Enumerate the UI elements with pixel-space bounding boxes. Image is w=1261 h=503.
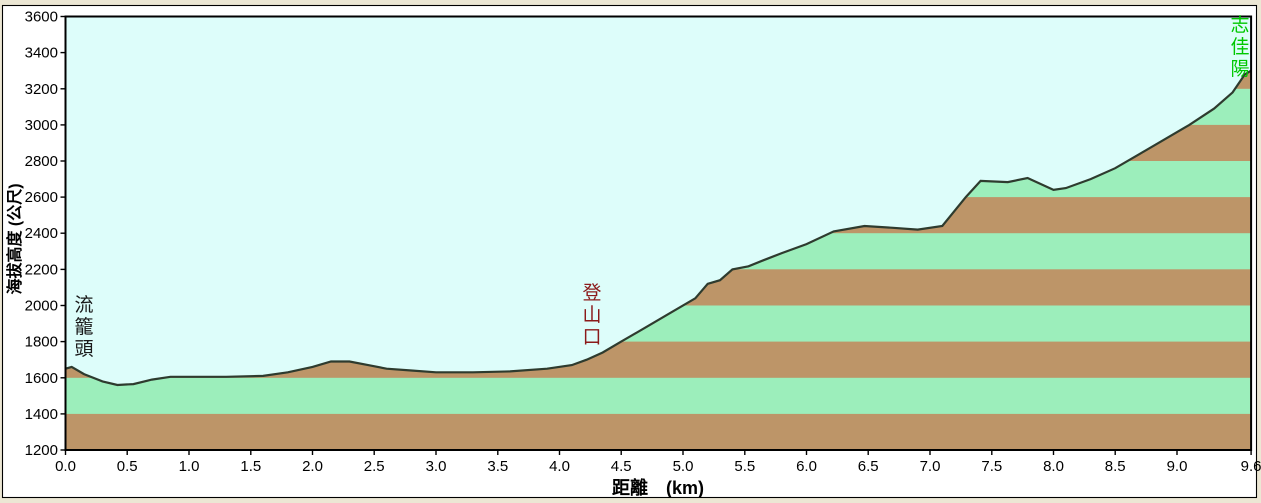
svg-text:志: 志 <box>1230 14 1249 36</box>
svg-text:1800: 1800 <box>25 334 58 351</box>
svg-text:6.0: 6.0 <box>796 458 817 475</box>
svg-text:流: 流 <box>74 294 93 316</box>
svg-text:2.0: 2.0 <box>302 458 323 475</box>
svg-text:0.0: 0.0 <box>55 458 76 475</box>
svg-text:2800: 2800 <box>25 153 58 170</box>
svg-text:佳: 佳 <box>1230 36 1249 58</box>
svg-text:海拔高度 (公尺): 海拔高度 (公尺) <box>5 183 24 294</box>
svg-text:1.0: 1.0 <box>179 458 200 475</box>
svg-text:6.5: 6.5 <box>858 458 879 475</box>
svg-text:8.0: 8.0 <box>1043 458 1064 475</box>
svg-text:2.5: 2.5 <box>364 458 385 475</box>
svg-text:3.0: 3.0 <box>426 458 447 475</box>
svg-text:距離 (km): 距離 (km) <box>612 477 704 498</box>
svg-text:4.0: 4.0 <box>549 458 570 475</box>
svg-text:0.5: 0.5 <box>117 458 138 475</box>
svg-text:9.6: 9.6 <box>1241 458 1261 475</box>
svg-text:4.5: 4.5 <box>611 458 632 475</box>
svg-text:3600: 3600 <box>25 9 58 26</box>
svg-text:5.5: 5.5 <box>734 458 755 475</box>
svg-text:1400: 1400 <box>25 406 58 423</box>
svg-text:頭: 頭 <box>74 339 93 360</box>
svg-text:1600: 1600 <box>25 370 58 387</box>
svg-text:7.0: 7.0 <box>920 458 941 475</box>
svg-text:山: 山 <box>582 304 601 326</box>
svg-text:7.5: 7.5 <box>981 458 1002 475</box>
svg-text:3000: 3000 <box>25 117 58 134</box>
svg-text:2600: 2600 <box>25 189 58 206</box>
svg-text:9.0: 9.0 <box>1167 458 1188 475</box>
svg-text:3200: 3200 <box>25 81 58 98</box>
svg-text:登: 登 <box>582 282 601 304</box>
svg-text:1.5: 1.5 <box>240 458 261 475</box>
svg-text:3400: 3400 <box>25 45 58 62</box>
svg-text:2400: 2400 <box>25 225 58 242</box>
svg-text:2200: 2200 <box>25 261 58 278</box>
svg-text:1200: 1200 <box>25 442 58 459</box>
svg-text:籠: 籠 <box>74 316 93 338</box>
svg-text:3.5: 3.5 <box>487 458 508 475</box>
svg-text:5.0: 5.0 <box>673 458 694 475</box>
svg-text:口: 口 <box>582 327 601 348</box>
svg-text:陽: 陽 <box>1230 58 1249 80</box>
svg-text:2000: 2000 <box>25 298 58 315</box>
svg-text:8.5: 8.5 <box>1105 458 1126 475</box>
